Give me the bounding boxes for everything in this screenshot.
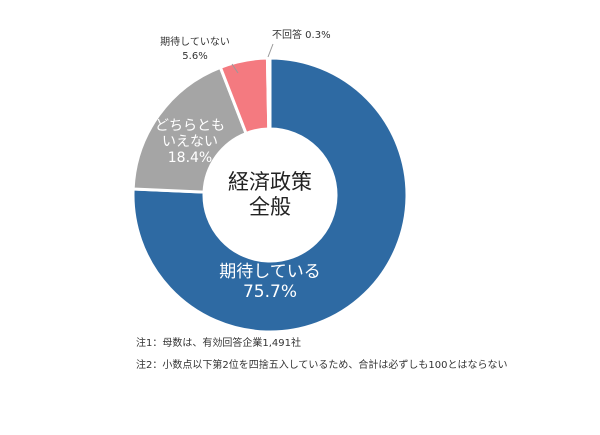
center-title: 経済政策 全般	[210, 170, 330, 220]
label-not-expect-value: 5.6%	[182, 51, 208, 62]
label-expect: 期待している 75.7%	[200, 262, 340, 303]
center-title-line2: 全般	[249, 195, 291, 220]
label-expect-value: 75.7%	[242, 282, 297, 303]
note-2: 注2：小数点以下第2位を四捨五入しているため、合計は必ずしも100とはならない	[136, 360, 508, 371]
leader-line-not-expect	[231, 63, 239, 74]
notes: 注1：母数は、有効回答企業1,491社 注2：小数点以下第2位を四捨五入している…	[136, 333, 508, 377]
center-title-line1: 経済政策	[228, 170, 312, 194]
label-not-expect: 期待していない 5.6%	[140, 36, 250, 64]
label-neutral: どちらとも いえない 18.4%	[145, 118, 235, 166]
label-not-expect-name: 期待していない	[160, 37, 230, 48]
slice-neutral	[131, 65, 249, 194]
leader-line-no-answer	[267, 43, 274, 58]
label-neutral-line2: いえない	[162, 134, 218, 151]
slice-expect	[131, 56, 409, 334]
label-neutral-value: 18.4%	[167, 150, 213, 167]
label-neutral-line1: どちらとも	[155, 118, 225, 134]
note-1: 注1：母数は、有効回答企業1,491社	[136, 338, 301, 349]
label-expect-name: 期待している	[219, 262, 321, 282]
slice-no-answer	[265, 56, 272, 131]
label-no-answer: 不回答 0.3%	[272, 30, 331, 41]
